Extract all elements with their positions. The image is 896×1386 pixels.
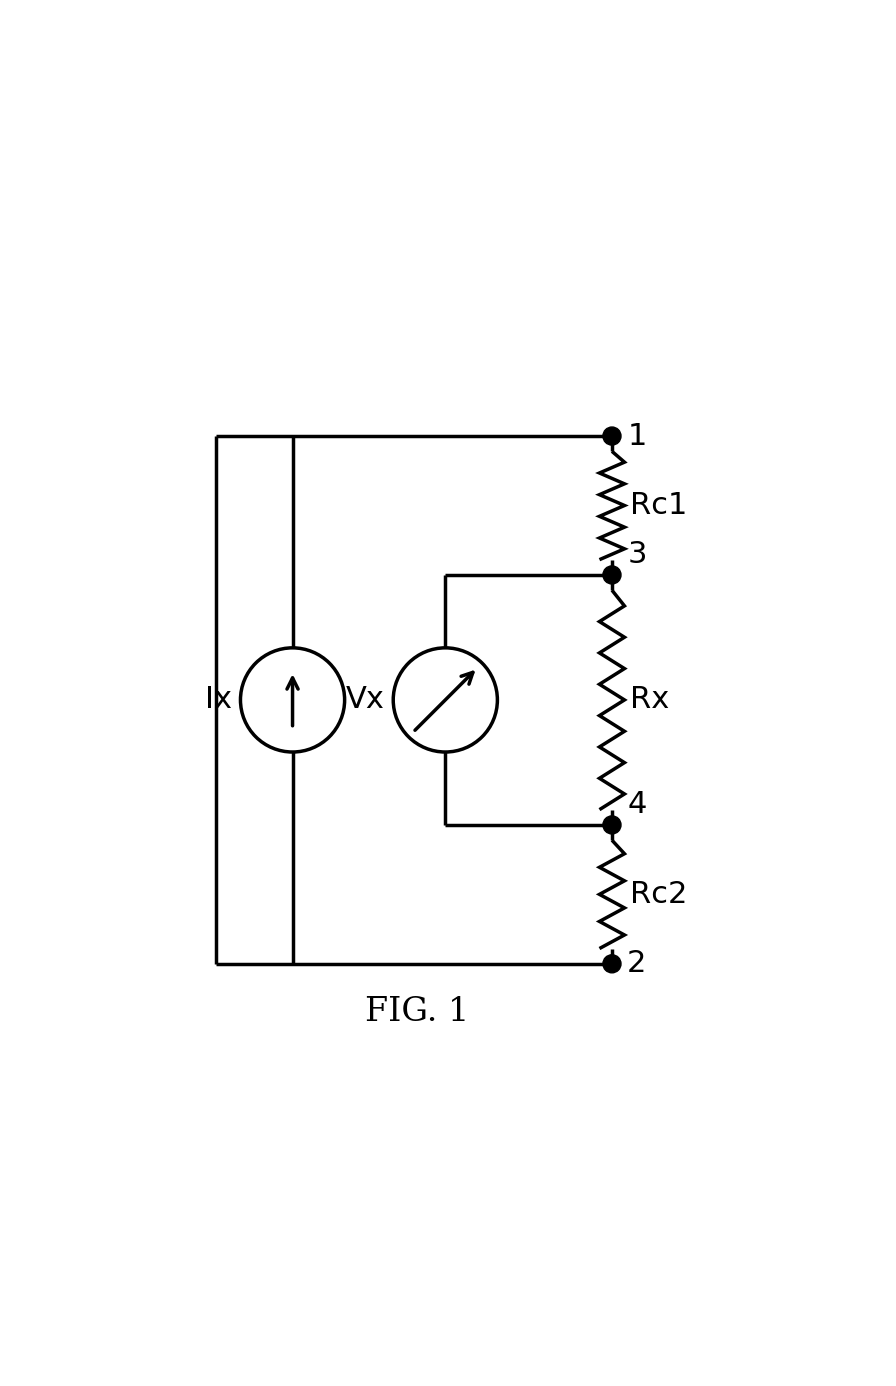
Text: Rc2: Rc2: [630, 880, 687, 909]
Circle shape: [603, 816, 621, 834]
Circle shape: [603, 955, 621, 973]
Text: 2: 2: [627, 949, 647, 979]
Text: Ix: Ix: [205, 686, 232, 714]
Text: 1: 1: [627, 421, 647, 450]
Text: Vx: Vx: [346, 686, 385, 714]
Text: 3: 3: [627, 541, 647, 570]
Text: 4: 4: [627, 790, 647, 819]
Circle shape: [603, 427, 621, 445]
Text: FIG. 1: FIG. 1: [366, 997, 470, 1028]
Circle shape: [603, 565, 621, 584]
Text: Rc1: Rc1: [630, 491, 687, 520]
Text: Rx: Rx: [630, 686, 669, 714]
